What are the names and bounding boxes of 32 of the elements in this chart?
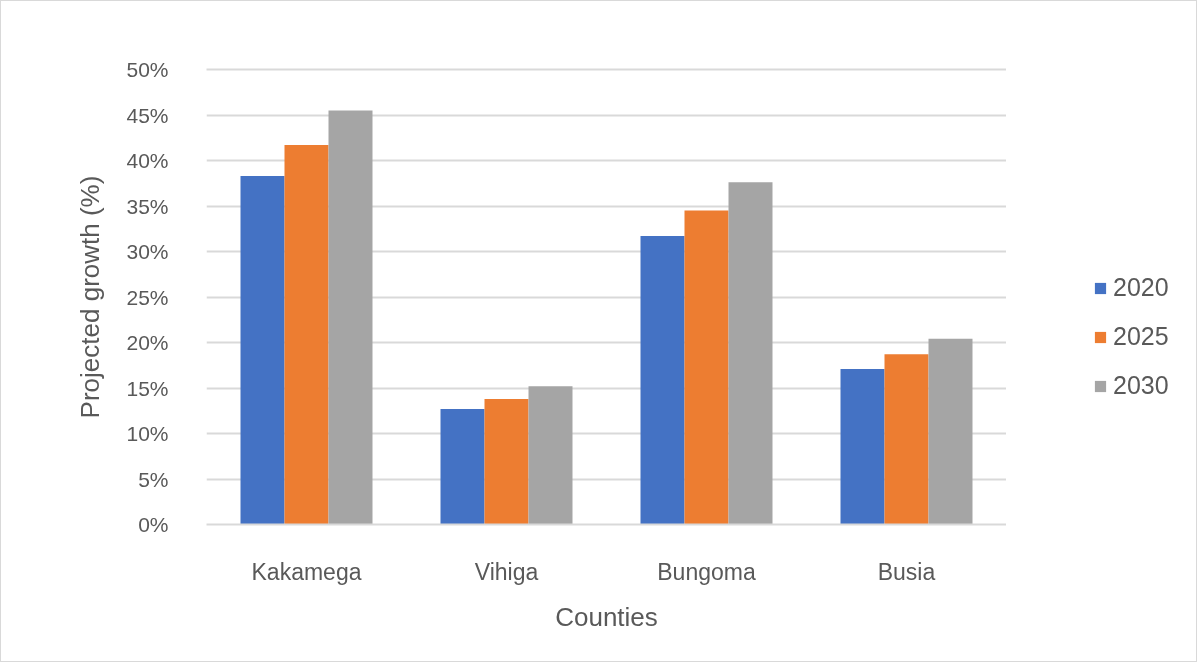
y-tick-label: 40% (126, 149, 169, 172)
x-axis-title: Counties (555, 601, 658, 632)
bar (728, 182, 773, 525)
legend-label: 2020 (1113, 273, 1169, 302)
bar (528, 386, 573, 525)
x-tick-label: Bungoma (657, 558, 756, 585)
bar (284, 145, 329, 525)
y-tick-label: 20% (126, 331, 169, 354)
x-tick-label: Vihiga (474, 558, 539, 585)
y-tick-label: 50% (126, 58, 169, 81)
legend-label: 2030 (1113, 371, 1169, 400)
y-tick-label: 45% (126, 103, 169, 127)
y-tick-label: 10% (126, 422, 169, 445)
y-tick-label: 30% (126, 240, 169, 263)
y-tick-label: 5% (138, 467, 169, 491)
y-tick-label: 15% (126, 376, 169, 400)
x-tick-label: Busia (877, 558, 936, 585)
y-tick-label: 35% (126, 194, 169, 218)
bar (684, 210, 729, 525)
bar (328, 110, 373, 525)
x-tick-label: Kakamega (251, 558, 362, 585)
y-tick-label: 25% (126, 285, 169, 309)
bar (484, 398, 529, 525)
legend-label: 2025 (1113, 322, 1169, 351)
bar (884, 354, 929, 525)
bar (840, 368, 885, 525)
bar (440, 408, 485, 525)
y-axis-title: Projected growth (%) (75, 175, 106, 419)
bar (240, 175, 285, 525)
bar (640, 236, 685, 525)
bar (928, 338, 973, 525)
y-tick-label: 0% (138, 513, 169, 536)
